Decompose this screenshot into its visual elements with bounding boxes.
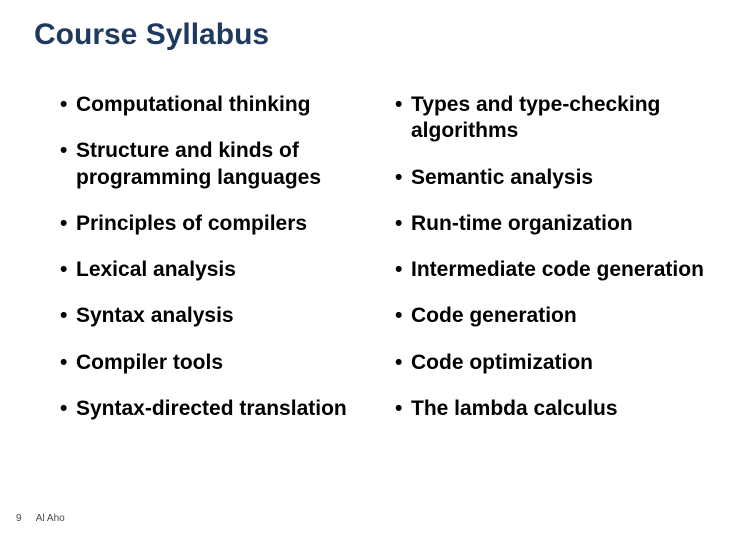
content-columns: Computational thinking Structure and kin… <box>24 92 710 442</box>
right-column: Types and type-checking algorithms Seman… <box>395 92 710 442</box>
bullet-item: Syntax analysis <box>60 303 375 329</box>
bullet-item: Compiler tools <box>60 350 375 376</box>
bullet-item: Computational thinking <box>60 92 375 118</box>
page-number: 9 <box>16 513 22 524</box>
bullet-item: Run-time organization <box>395 211 710 237</box>
bullet-item: Semantic analysis <box>395 165 710 191</box>
slide-title: Course Syllabus <box>34 18 710 52</box>
bullet-item: Types and type-checking algorithms <box>395 92 710 145</box>
bullet-item: Code optimization <box>395 350 710 376</box>
bullet-item: Principles of compilers <box>60 211 375 237</box>
bullet-item: Lexical analysis <box>60 257 375 283</box>
bullet-item: Syntax-directed translation <box>60 396 375 422</box>
bullet-item: Intermediate code generation <box>395 257 710 283</box>
slide-container: Course Syllabus Computational thinking S… <box>0 0 734 540</box>
left-column: Computational thinking Structure and kin… <box>60 92 375 442</box>
bullet-item: Code generation <box>395 303 710 329</box>
bullet-item: Structure and kinds of programming langu… <box>60 138 375 191</box>
author-name: Al Aho <box>36 513 65 524</box>
slide-footer: 9 Al Aho <box>16 513 65 524</box>
bullet-item: The lambda calculus <box>395 396 710 422</box>
